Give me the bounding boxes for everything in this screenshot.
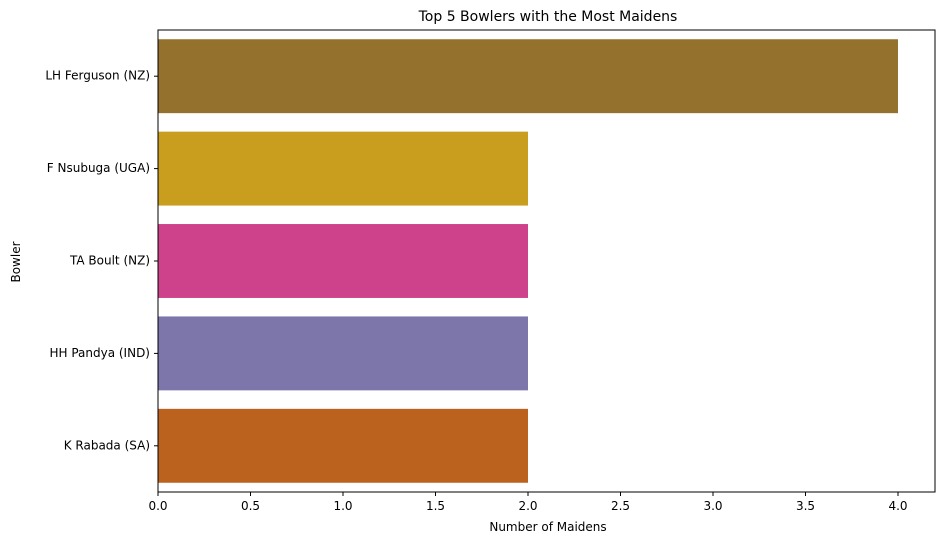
y-tick-label: K Rabada (SA) (64, 438, 150, 452)
x-axis-ticks: 0.0 0.5 1.0 1.5 2.0 2.5 3.0 3.5 4.0 (148, 492, 908, 513)
x-tick-label: 3.0 (703, 499, 722, 513)
y-axis-ticks: LH Ferguson (NZ) F Nsubuga (UGA) TA Boult … (45, 69, 158, 452)
x-tick-label: 3.5 (796, 499, 815, 513)
x-axis-label: Number of Maidens (489, 520, 606, 534)
x-tick-label: 4.0 (888, 499, 907, 513)
bar-0 (158, 39, 898, 114)
bar-2 (158, 224, 528, 298)
y-tick-label: HH Pandya (IND) (49, 346, 150, 360)
y-tick-label: LH Ferguson (NZ) (45, 69, 150, 83)
bar-4 (158, 408, 528, 483)
bars-group (158, 39, 898, 483)
bar-1 (158, 131, 528, 206)
chart-title: Top 5 Bowlers with the Most Maidens (418, 9, 678, 25)
x-tick-label: 0.5 (241, 499, 260, 513)
x-tick-label: 2.0 (518, 499, 537, 513)
y-tick-label: F Nsubuga (UGA) (47, 161, 150, 175)
x-tick-label: 0.0 (148, 499, 167, 513)
x-tick-label: 2.5 (611, 499, 630, 513)
y-tick-label: TA Boult (NZ) (69, 254, 150, 268)
plot-frame (157, 29, 936, 493)
x-tick-label: 1.0 (333, 499, 352, 513)
bar-3 (158, 316, 528, 391)
y-axis-label: Bowler (9, 241, 23, 282)
x-tick-label: 1.5 (426, 499, 445, 513)
